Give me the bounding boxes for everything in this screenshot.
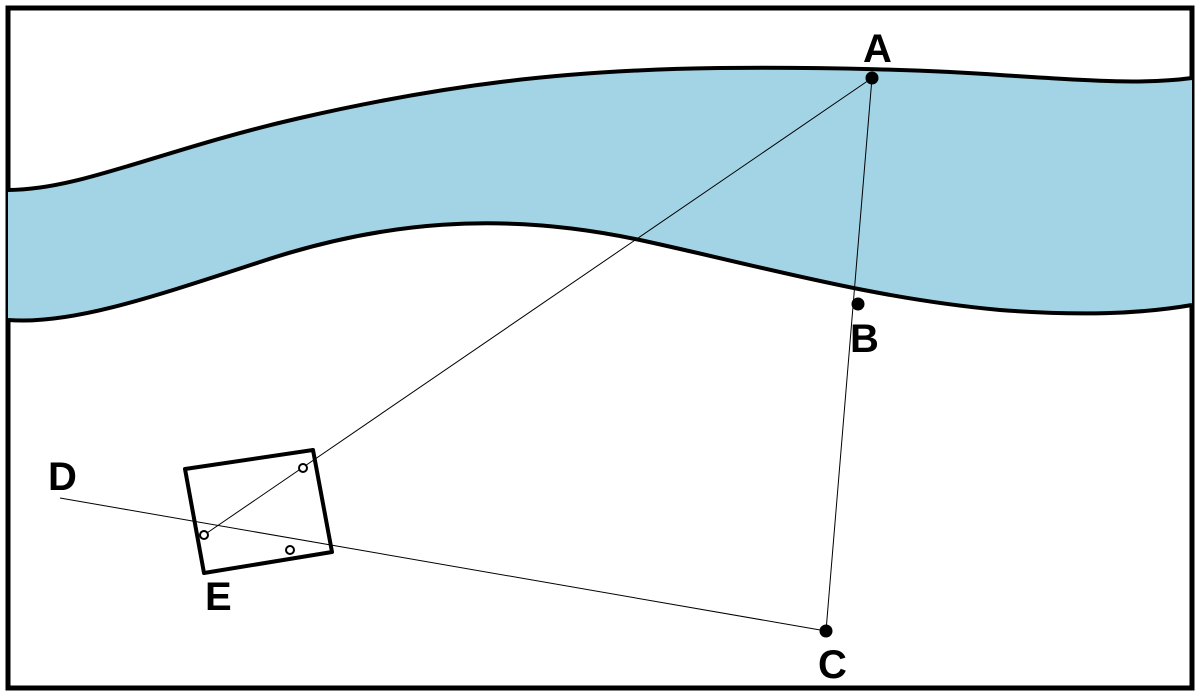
- point-B: [852, 298, 864, 310]
- label-C: C: [818, 643, 847, 687]
- peg-bottom-right: [286, 546, 294, 554]
- label-A: A: [863, 27, 892, 71]
- peg-top-right: [299, 464, 307, 472]
- label-E: E: [205, 575, 232, 619]
- point-C: [820, 625, 832, 637]
- point-A: [866, 72, 878, 84]
- peg-bottom-left: [200, 531, 208, 539]
- label-D: D: [48, 455, 77, 499]
- label-B: B: [850, 317, 879, 361]
